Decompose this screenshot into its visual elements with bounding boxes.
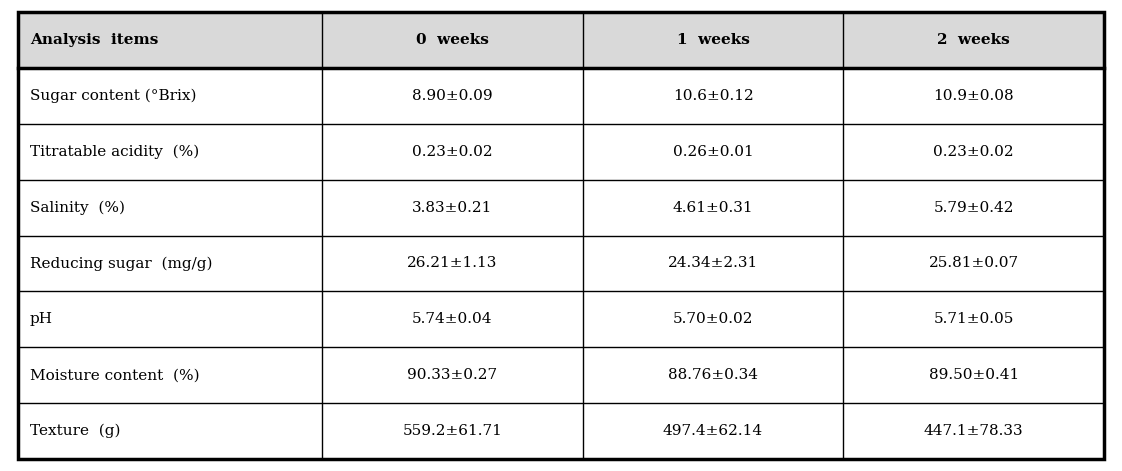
Text: Sugar content (°Brix): Sugar content (°Brix) [30,89,196,103]
Bar [18,179,1104,236]
Text: Texture  (g): Texture (g) [30,424,120,438]
Text: 5.79±0.42: 5.79±0.42 [934,201,1014,215]
Bar [18,68,1104,124]
Text: pH: pH [30,312,53,326]
Text: 10.6±0.12: 10.6±0.12 [673,89,753,103]
Bar [18,236,1104,292]
Text: 559.2±61.71: 559.2±61.71 [403,424,503,438]
Text: Salinity  (%): Salinity (%) [30,200,125,215]
Text: 88.76±0.34: 88.76±0.34 [668,368,758,382]
Bar [18,12,1104,68]
Bar [18,347,1104,403]
Bar [18,124,1104,179]
Text: 89.50±0.41: 89.50±0.41 [929,368,1019,382]
Text: 10.9±0.08: 10.9±0.08 [934,89,1014,103]
Text: 0.26±0.01: 0.26±0.01 [673,145,753,159]
Text: 0  weeks: 0 weeks [416,33,489,47]
Text: 26.21±1.13: 26.21±1.13 [407,256,497,270]
Text: 0.23±0.02: 0.23±0.02 [934,145,1014,159]
Bar [18,292,1104,347]
Bar [18,403,1104,459]
Text: 4.61±0.31: 4.61±0.31 [673,201,753,215]
Text: 0.23±0.02: 0.23±0.02 [412,145,493,159]
Text: 8.90±0.09: 8.90±0.09 [412,89,493,103]
Text: 447.1±78.33: 447.1±78.33 [923,424,1023,438]
Text: 5.74±0.04: 5.74±0.04 [412,312,493,326]
Text: 1  weeks: 1 weeks [677,33,749,47]
Text: 497.4±62.14: 497.4±62.14 [663,424,763,438]
Text: 24.34±2.31: 24.34±2.31 [668,256,758,270]
Text: 5.71±0.05: 5.71±0.05 [934,312,1014,326]
Text: 25.81±0.07: 25.81±0.07 [929,256,1019,270]
Text: 3.83±0.21: 3.83±0.21 [412,201,493,215]
Text: Analysis  items: Analysis items [30,33,158,47]
Text: Titratable acidity  (%): Titratable acidity (%) [30,145,200,159]
Text: Moisture content  (%): Moisture content (%) [30,368,200,382]
Text: 90.33±0.27: 90.33±0.27 [407,368,497,382]
Text: Reducing sugar  (mg/g): Reducing sugar (mg/g) [30,256,212,271]
Text: 5.70±0.02: 5.70±0.02 [673,312,753,326]
Text: 2  weeks: 2 weeks [937,33,1010,47]
